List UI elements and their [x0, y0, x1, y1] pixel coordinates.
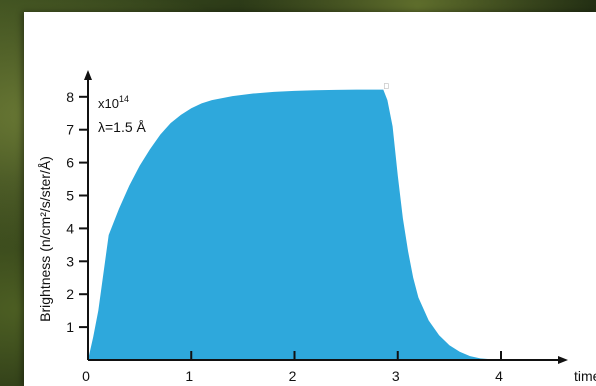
x-tick-label: 3 [392, 368, 400, 384]
y-tick-label: 2 [66, 286, 74, 302]
wavelength-annotation: λ=1.5 Å [98, 119, 147, 135]
y-tick-label: 3 [66, 253, 74, 269]
x-axis-arrow [558, 356, 568, 364]
y-tick-label: 4 [66, 220, 74, 236]
scale-annotation: x1014 [98, 94, 129, 111]
x-axis-label: time (ms) [574, 368, 596, 384]
x-tick-label: 1 [185, 368, 193, 384]
y-axis-ticks: 1 2 3 4 5 6 7 8 [66, 89, 89, 335]
y-tick-label: 7 [66, 122, 74, 138]
x-tick-label: 2 [289, 368, 297, 384]
brightness-area [88, 89, 501, 360]
x-axis-ticks: 0 1 2 3 4 [82, 351, 503, 384]
scale-exponent: 14 [119, 94, 129, 104]
y-tick-label: 1 [66, 319, 74, 335]
y-tick-label: 6 [66, 155, 74, 171]
x-tick-label: 0 [82, 368, 90, 384]
axes [84, 70, 568, 364]
x-tick-label: 4 [495, 368, 503, 384]
y-tick-label: 5 [66, 188, 74, 204]
y-tick-label: 8 [66, 89, 74, 105]
brightness-chart: 0 1 2 3 4 1 2 3 4 5 6 7 8 time (ms) Brightness (n/c… [37, 70, 596, 384]
y-axis-arrow [84, 70, 92, 80]
y-axis-label: Brightness (n/cm²/s/ster/Å) [37, 156, 53, 322]
scale-base: x10 [98, 96, 119, 111]
peak-end-marker [383, 83, 389, 89]
chart-panel: 0 1 2 3 4 1 2 3 4 5 6 7 8 time (ms) Brightness (n/c… [24, 12, 596, 386]
